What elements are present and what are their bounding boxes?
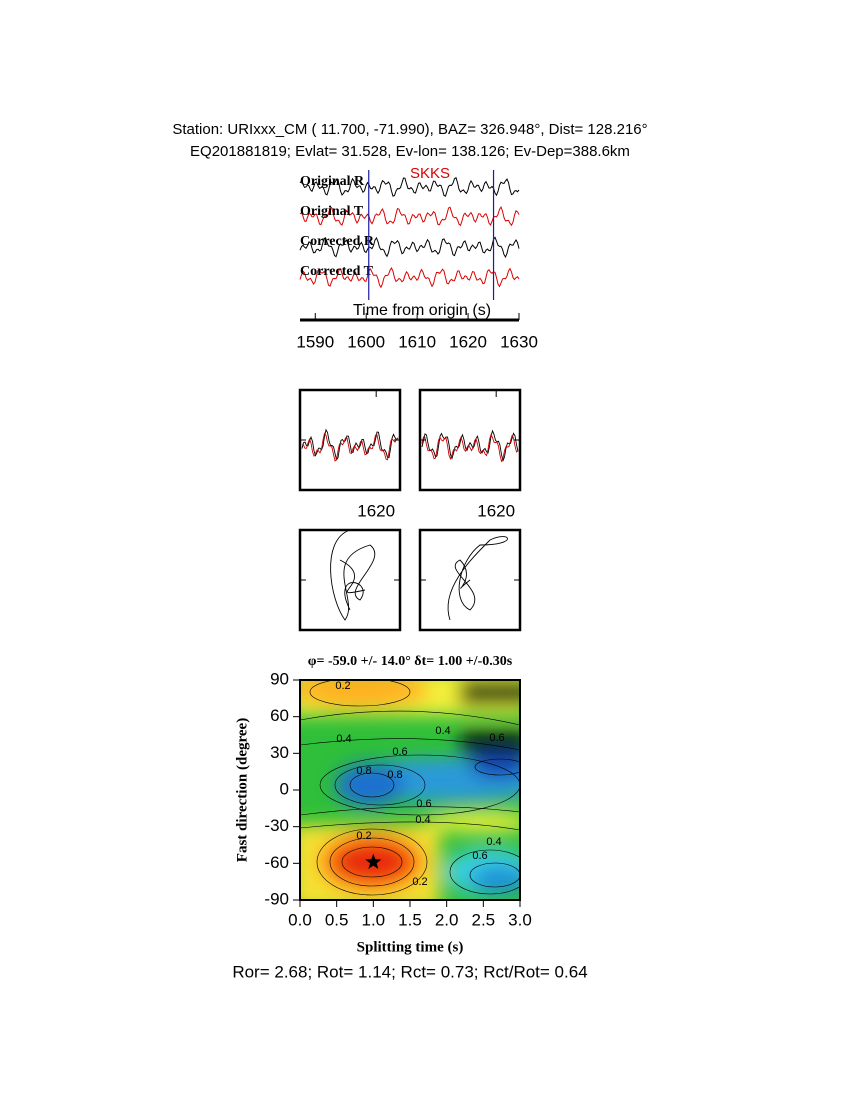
- panel-frame: [298, 388, 402, 492]
- x-tick-label: 1.5: [398, 910, 422, 929]
- contour-label: 0.8: [387, 769, 402, 781]
- contour-label: 0.4: [486, 836, 501, 848]
- contour-label: 0.6: [416, 798, 431, 810]
- panel-frame: [418, 388, 522, 492]
- contour-label: 0.4: [336, 733, 351, 745]
- y-tick-label: -30: [264, 816, 289, 835]
- particle-motion: [330, 529, 376, 621]
- particle-motion: [447, 536, 508, 621]
- waveform-trace: [421, 433, 519, 463]
- waveform-trace: [299, 176, 520, 197]
- y-tick-label: 60: [270, 706, 289, 725]
- y-axis-label: Fast direction (degree): [234, 718, 250, 862]
- x-tick-label: 1600: [347, 332, 385, 351]
- x-tick-label: 2.5: [472, 910, 496, 929]
- footer: Ror= 2.68; Rot= 1.14; Rct= 0.73; Rct/Rot…: [232, 962, 587, 981]
- waveform-trace: [421, 429, 519, 463]
- waveform-trace: [299, 266, 520, 289]
- trace-label: Corrected R: [300, 234, 375, 249]
- waveform-trace: [301, 432, 399, 462]
- header-line: Station: URIxxx_CM ( 11.700, -71.990), B…: [172, 121, 647, 138]
- x-tick-label: 1590: [296, 332, 334, 351]
- contour-label: 0.2: [356, 830, 371, 842]
- contour-label: 0.6: [489, 732, 504, 744]
- chart-title: φ= -59.0 +/- 14.0° δt= 1.00 +/-0.30s: [308, 654, 513, 669]
- x-axis-label: Time from origin (s): [353, 302, 491, 319]
- x-tick-label: 1.0: [362, 910, 386, 929]
- x-axis-label: Splitting time (s): [357, 939, 464, 955]
- x-tick-label: 1620: [477, 501, 515, 520]
- contour-label: 0.4: [415, 814, 430, 826]
- x-tick-label: 2.0: [435, 910, 459, 929]
- waveform-trace: [299, 236, 520, 259]
- contour-label: 0.2: [412, 876, 427, 888]
- trace-label: Original R: [300, 174, 365, 189]
- x-tick-label: 1620: [449, 332, 487, 351]
- contour-label: 0.4: [435, 725, 450, 737]
- trace-label: Corrected T: [300, 264, 374, 279]
- x-tick-label: 0.0: [288, 910, 312, 929]
- x-tick-label: 1610: [398, 332, 436, 351]
- header-line: EQ201881819; Evlat= 31.528, Ev-lon= 138.…: [190, 143, 630, 160]
- best-fit-star: [365, 853, 382, 869]
- y-tick-label: 30: [270, 743, 289, 762]
- y-tick-label: -90: [264, 889, 289, 908]
- phase-label: SKKS: [410, 165, 450, 182]
- y-tick-label: -60: [264, 853, 289, 872]
- y-tick-label: 0: [280, 779, 289, 798]
- x-tick-label: 1630: [500, 332, 538, 351]
- contour-label: 0.6: [472, 850, 487, 862]
- contour-label: 0.8: [356, 765, 371, 777]
- waveform-trace: [299, 206, 520, 227]
- contour-label: 0.2: [335, 680, 350, 692]
- waveform-trace: [301, 428, 399, 461]
- x-tick-label: 3.0: [508, 910, 532, 929]
- panel-frame: [298, 528, 402, 632]
- x-tick-label: 0.5: [325, 910, 349, 929]
- x-tick-label: 1620: [357, 501, 395, 520]
- y-tick-label: 90: [270, 669, 289, 688]
- trace-label: Original T: [300, 204, 364, 219]
- contour-label: 0.6: [392, 746, 407, 758]
